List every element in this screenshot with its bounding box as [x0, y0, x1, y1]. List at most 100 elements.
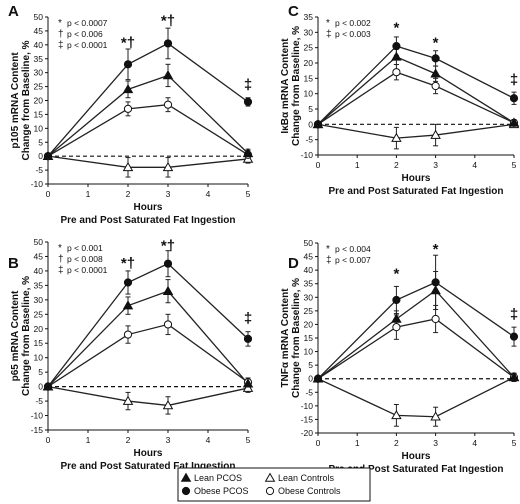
stat-symbol: * — [326, 18, 330, 29]
series-line-obese-controls — [47, 323, 249, 388]
significance-marker: ‡ — [510, 306, 518, 323]
x-tick-label: 2 — [126, 435, 131, 445]
y-tick-label: 45 — [304, 252, 314, 262]
point-obese-pcos — [509, 332, 519, 341]
legend-label: Lean PCOS — [194, 473, 242, 483]
point-obese-pcos — [43, 152, 53, 161]
x-tick-label: 3 — [433, 438, 438, 448]
panel-letter: D — [288, 255, 299, 272]
point-lean-pcos — [391, 51, 402, 61]
x-axis-title: Hours — [134, 448, 163, 459]
y-tick-label: 15 — [304, 73, 314, 83]
point-obese-pcos — [392, 295, 401, 305]
y-tick-label: 20 — [34, 96, 44, 106]
legend-label: Lean Controls — [278, 473, 335, 483]
stat-symbol: † — [58, 254, 64, 265]
point-lean-controls — [391, 132, 402, 142]
point-lean-pcos — [430, 68, 441, 78]
x-tick-label: 2 — [126, 189, 131, 199]
y-tick-label: 35 — [34, 280, 44, 290]
legend-label: Obese PCOS — [194, 486, 249, 496]
x-tick-label: 4 — [472, 160, 477, 170]
y-tick-label: -5 — [305, 387, 313, 397]
y-tick-label: -10 — [301, 401, 314, 411]
y-tick-label: -5 — [305, 135, 313, 145]
stat-text: p < 0.0001 — [67, 40, 108, 50]
significance-marker: *† — [121, 35, 135, 52]
y-axis-title: p65 mRNA Content — [10, 290, 21, 381]
y-tick-label: 45 — [34, 251, 44, 261]
significance-marker: *† — [121, 255, 135, 272]
point-lean-pcos — [508, 117, 520, 127]
y-tick-label: 45 — [34, 26, 44, 36]
legend-marker-lean-controls — [264, 472, 276, 482]
y-tick-label: 5 — [308, 360, 313, 370]
series-line-lean-controls — [47, 155, 249, 168]
x-tick-label: 4 — [472, 438, 477, 448]
x-tick-label: 3 — [166, 189, 171, 199]
legend-marker-obese-pcos — [181, 486, 191, 496]
x-tick-label: 3 — [433, 160, 438, 170]
y-tick-label: 0 — [38, 151, 43, 161]
y-tick-label: 10 — [34, 123, 44, 133]
y-axis-subtitle: Change from Baseline, % — [21, 276, 32, 396]
point-obese-pcos — [43, 382, 53, 391]
y-tick-label: 30 — [34, 295, 44, 305]
point-lean-pcos — [391, 313, 402, 323]
point-obese-pcos — [313, 120, 323, 129]
x-tick-label: 3 — [166, 435, 171, 445]
y-tick-label: -15 — [301, 414, 314, 424]
x-tick-label: 0 — [46, 189, 51, 199]
legend-marker-lean-pcos — [180, 472, 192, 482]
stat-symbol: * — [58, 18, 62, 29]
x-axis-title: Hours — [402, 173, 431, 184]
x-tick-label: 4 — [206, 189, 211, 199]
point-lean-controls — [391, 409, 402, 420]
y-axis-subtitle: Change from Baseline, % — [291, 26, 302, 146]
y-tick-label: 20 — [304, 319, 314, 329]
series-line-lean-controls — [317, 123, 515, 139]
y-tick-label: 30 — [304, 292, 314, 302]
x-axis-subtitle: Pre and Post Saturated Fat Ingestion — [328, 186, 503, 197]
x-tick-label: 1 — [86, 189, 91, 199]
stat-symbol: ‡ — [326, 29, 332, 40]
stat-symbol: ‡ — [58, 40, 64, 51]
x-tick-label: 5 — [512, 160, 517, 170]
series-line-obese-controls — [317, 71, 515, 125]
significance-marker: ‡ — [510, 71, 518, 88]
point-obese-pcos — [163, 259, 173, 268]
stat-symbol: † — [58, 29, 64, 40]
series-line-lean-controls — [317, 376, 515, 418]
legend-marker-obese-controls — [265, 486, 275, 496]
significance-marker: * — [433, 241, 439, 258]
y-tick-label: 25 — [34, 309, 44, 319]
point-obese-controls — [431, 81, 440, 91]
series-line-obese-pcos — [317, 281, 515, 380]
y-tick-label: 25 — [34, 82, 44, 92]
stat-text: p < 0.0007 — [67, 18, 108, 28]
y-tick-label: 50 — [34, 12, 44, 22]
y-tick-label: 20 — [34, 324, 44, 334]
legend: Lean PCOS Lean Controls Obese PCOS Obese Co… — [177, 467, 371, 502]
point-obese-pcos — [392, 42, 401, 51]
point-obese-controls — [123, 104, 133, 113]
series-line-lean-pcos — [317, 289, 515, 380]
x-tick-label: 0 — [316, 438, 321, 448]
stat-symbol: * — [58, 243, 62, 254]
point-obese-pcos — [313, 374, 323, 383]
y-tick-label: -20 — [301, 428, 314, 438]
x-tick-label: 5 — [512, 438, 517, 448]
panel-letter: A — [8, 3, 19, 20]
stat-text: p < 0.008 — [67, 254, 103, 264]
x-axis-subtitle: Pre and Post Saturated Fat Ingestion — [328, 464, 503, 475]
point-lean-pcos — [162, 285, 174, 295]
stat-text: p < 0.001 — [67, 243, 103, 253]
series-line-obese-pcos — [317, 45, 515, 125]
y-tick-label: -10 — [31, 411, 44, 421]
y-axis-subtitle: Change from Baseline, % — [291, 278, 302, 398]
y-tick-label: 50 — [304, 238, 314, 248]
point-lean-pcos — [122, 300, 134, 310]
stat-text: p < 0.004 — [335, 244, 371, 254]
y-tick-label: 15 — [34, 338, 44, 348]
